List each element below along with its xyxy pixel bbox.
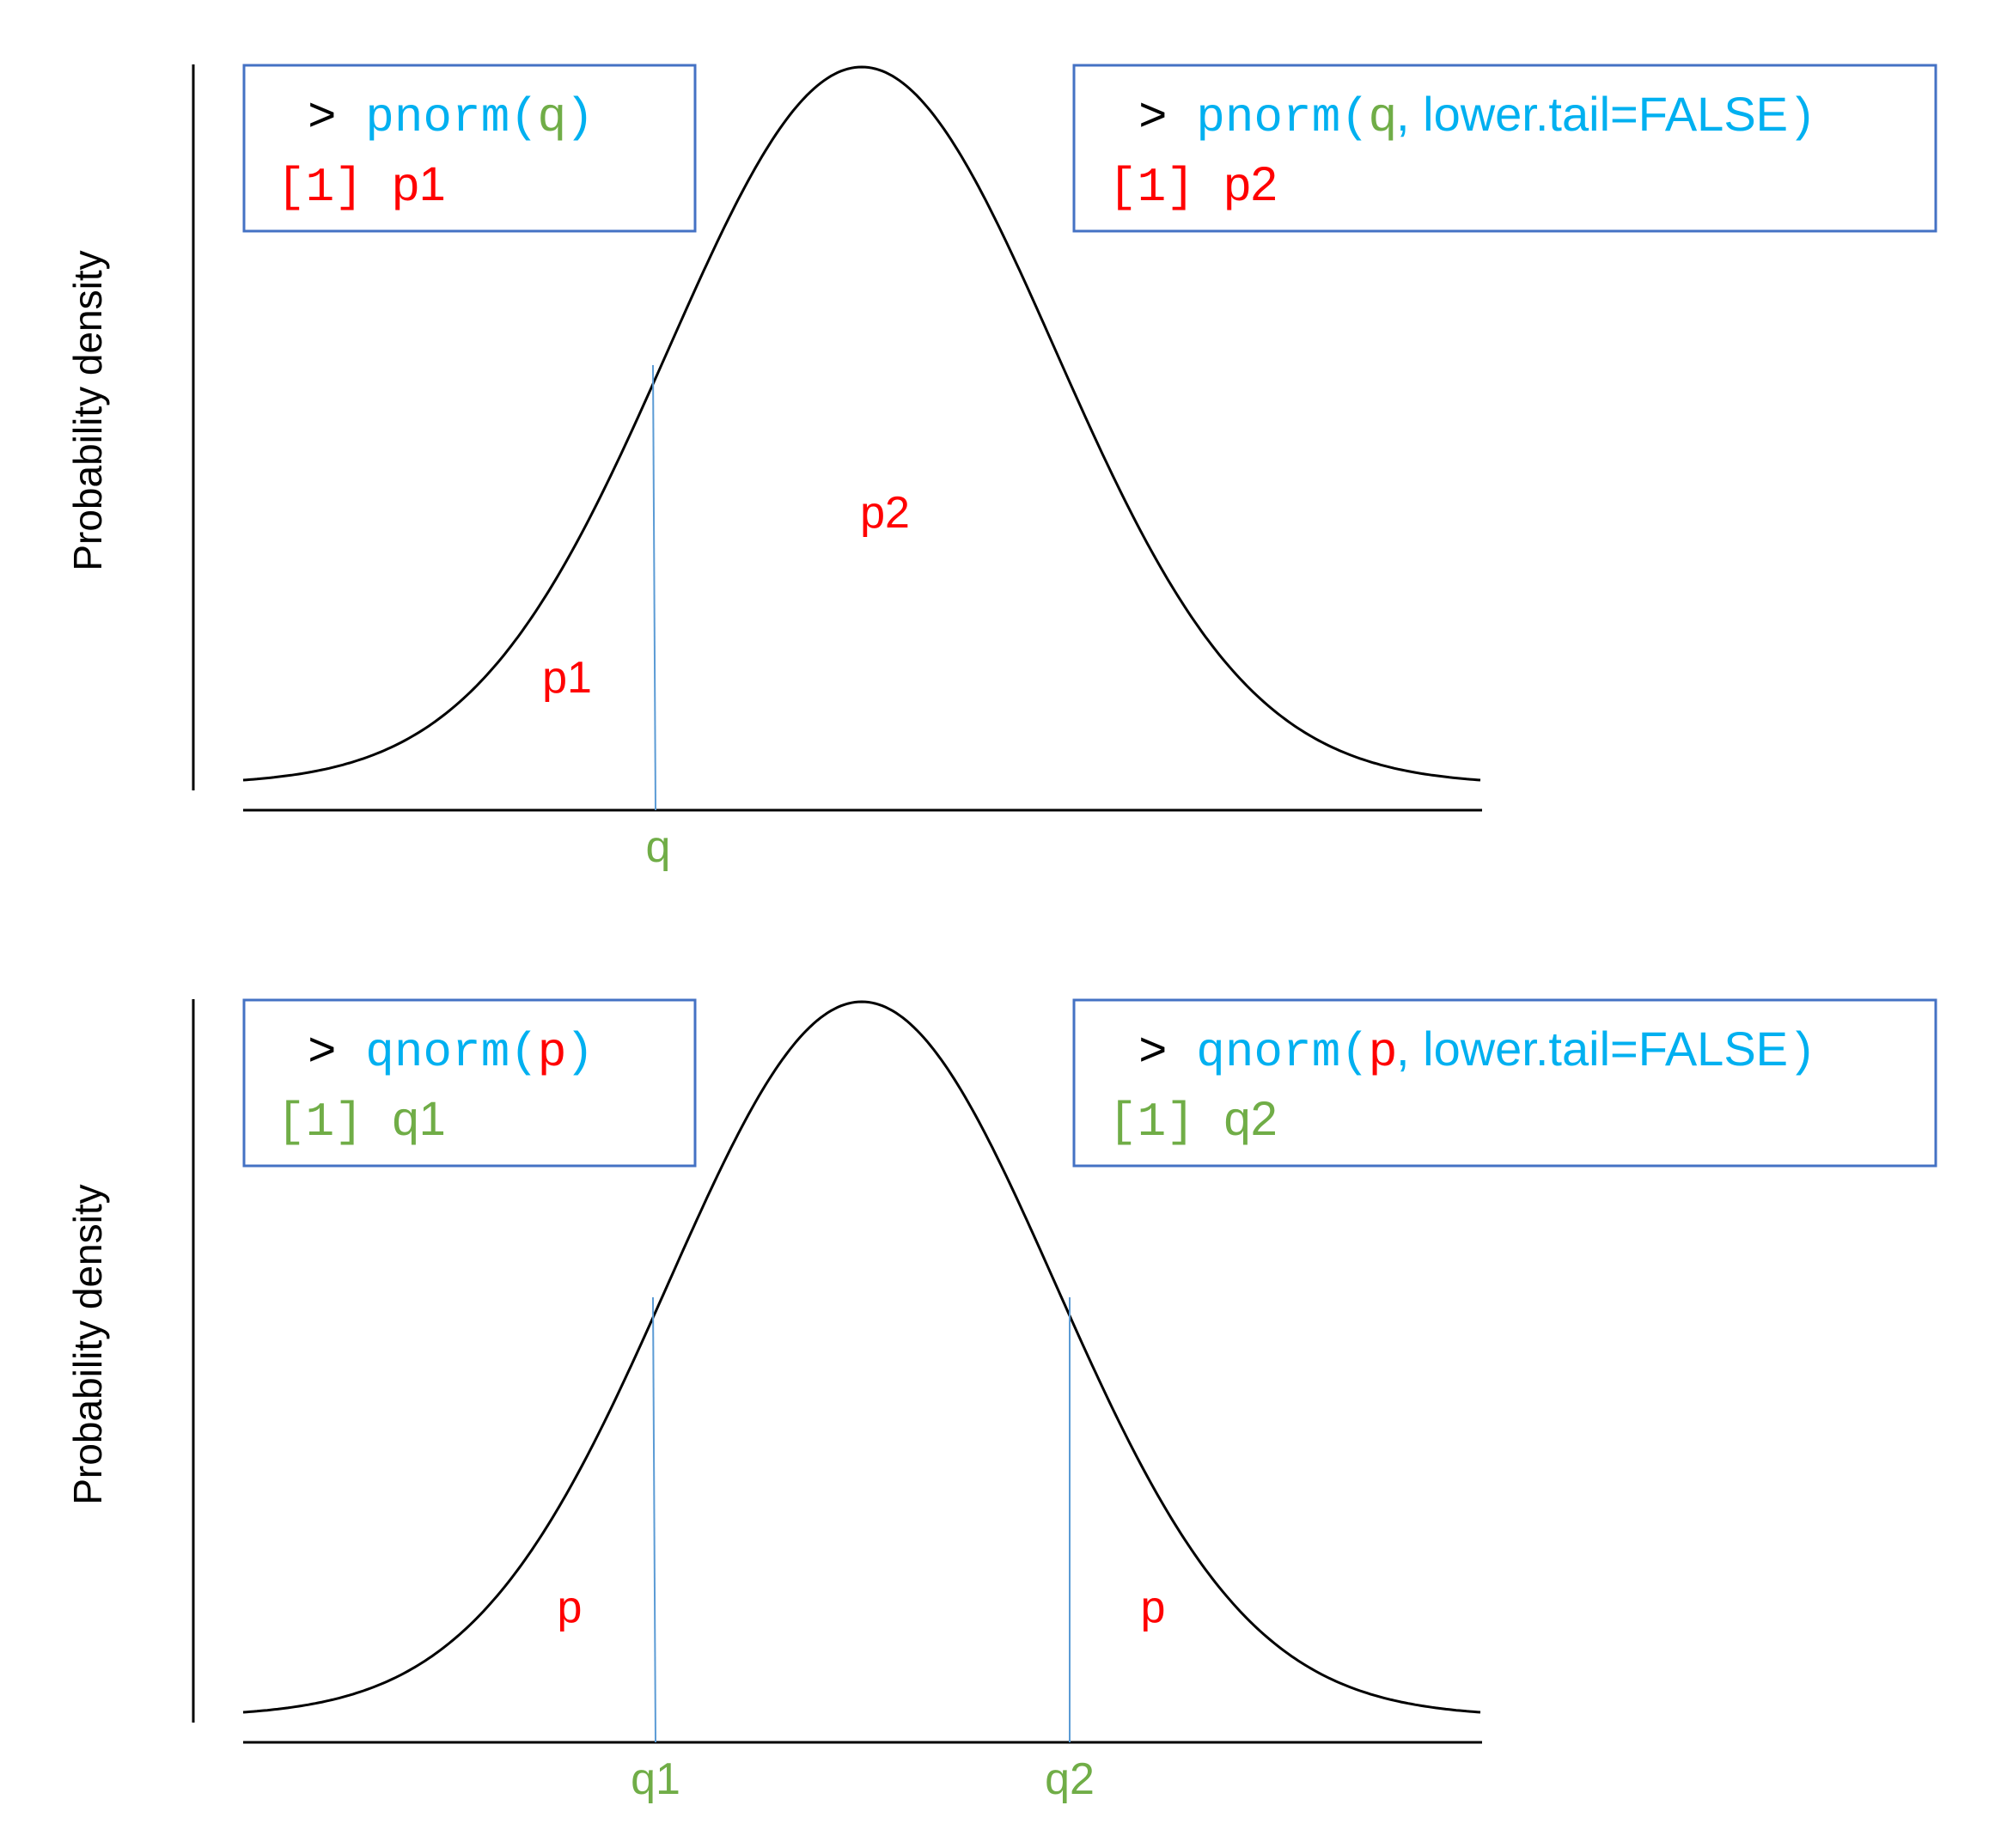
code-box-pnorm-upper-tail: > pnorm(q, lower.tail=FALSE) [1] p2 [1072,64,1937,233]
function-name: qnorm( [365,1025,539,1080]
panel-pnorm: Probability density p1 p2 q > pnorm(q) [… [65,64,1937,872]
code-line-call: > pnorm(q) [308,87,595,145]
function-name: pnorm( [1196,90,1370,145]
output-value: p1 [392,156,445,210]
axis-label-q: q [646,822,671,872]
y-axis-label: Probability density [65,1184,110,1504]
region-label-upper-p: p [1141,1583,1166,1632]
lower-tail-option: , lower.tail=FALSE [1396,1022,1788,1076]
prompt-symbol: > [1138,90,1168,145]
code-line-output: [1] p1 [277,156,446,215]
y-axis-label: Probability density [65,250,110,570]
argument-q: q [539,87,565,141]
code-line-call: > qnorm(p, lower.tail=FALSE) [1138,1022,1817,1080]
code-box-qnorm-upper-tail: > qnorm(p, lower.tail=FALSE) [1] q2 [1072,998,1937,1168]
output-index: [1] [277,160,363,215]
q-marker-line [652,364,656,811]
output-index: [1] [1108,1095,1195,1150]
output-index: [1] [277,1095,363,1150]
close-paren: ) [1788,90,1817,145]
normal-density-curve [242,65,1481,782]
axis-label-q1: q1 [631,1754,680,1804]
normal-density-curve [242,1000,1481,1714]
close-paren: ) [1788,1025,1817,1080]
code-line-output: [1] p2 [1108,156,1278,215]
argument-p: p [539,1022,565,1076]
code-box-frame [1072,998,1937,1168]
region-label-p1: p1 [542,653,592,703]
region-label-p2: p2 [860,488,910,538]
function-name: qnorm( [1196,1025,1370,1080]
panel-qnorm: Probability density p p q1 q2 > qnorm(p)… [65,998,1937,1804]
function-name: pnorm( [365,90,539,145]
argument-p: p [1370,1022,1396,1076]
close-paren: ) [565,1025,595,1080]
q1-marker-line [652,1296,656,1743]
prompt-symbol: > [1138,1025,1168,1080]
output-value: q1 [392,1091,445,1145]
region-label-lower-p: p [558,1583,583,1632]
code-box-frame [1072,64,1937,233]
prompt-symbol: > [308,1025,337,1080]
code-box-frame [242,998,697,1168]
output-value: q2 [1223,1091,1277,1145]
code-line-call: > qnorm(p) [308,1022,595,1080]
code-line-output: [1] q1 [277,1091,446,1150]
code-line-call: > pnorm(q, lower.tail=FALSE) [1138,87,1817,145]
output-index: [1] [1108,160,1195,215]
close-paren: ) [565,90,595,145]
code-box-qnorm: > qnorm(p) [1] q1 [242,998,697,1168]
code-line-output: [1] q2 [1108,1091,1278,1150]
axis-label-q2: q2 [1045,1754,1095,1804]
prompt-symbol: > [308,90,337,145]
lower-tail-option: , lower.tail=FALSE [1396,87,1788,141]
code-box-frame [242,64,697,233]
output-value: p2 [1223,156,1277,210]
argument-q: q [1370,87,1396,141]
code-box-pnorm: > pnorm(q) [1] p1 [242,64,697,233]
